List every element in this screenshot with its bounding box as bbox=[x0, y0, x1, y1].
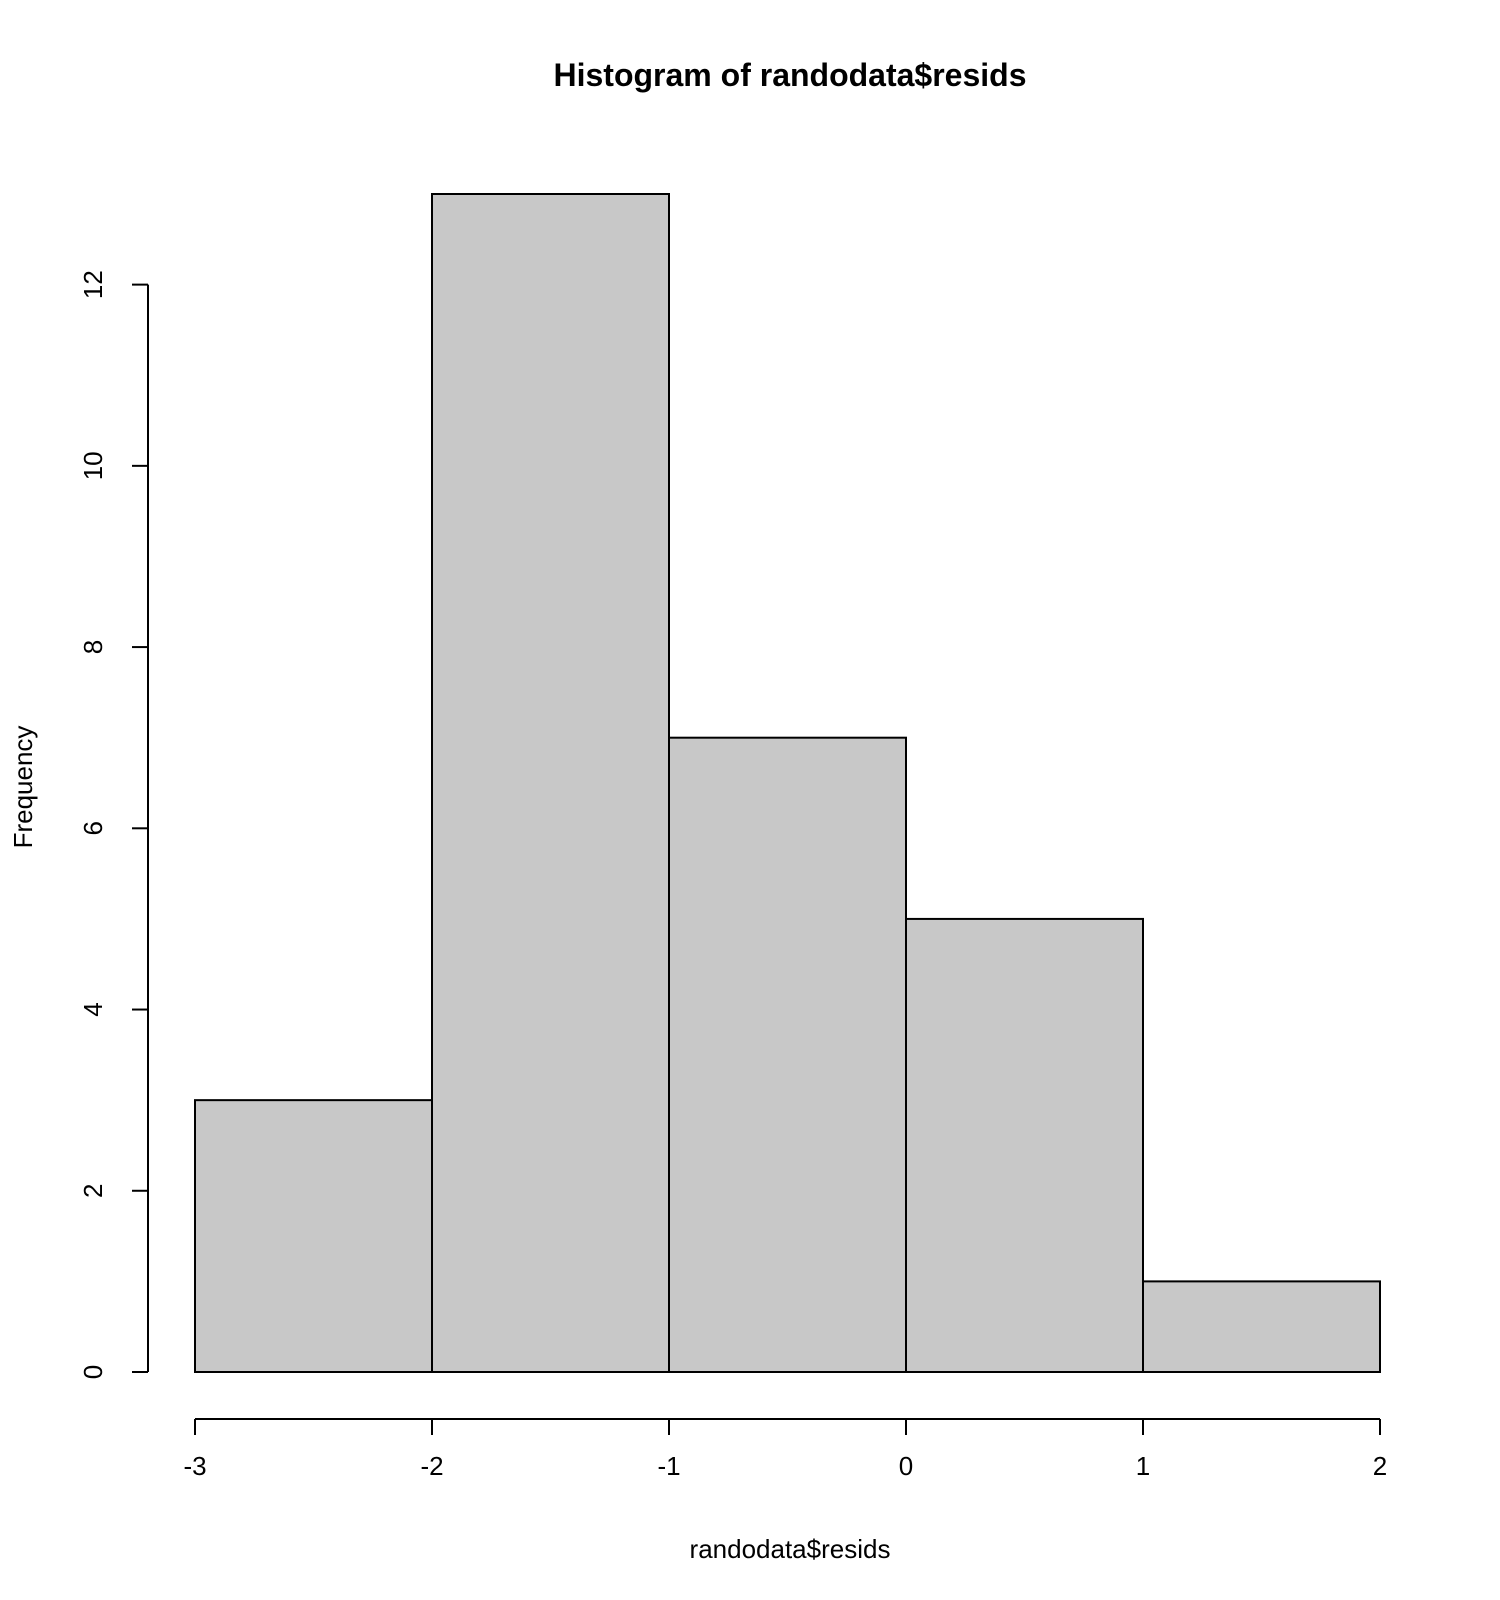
x-tick-label-5: 2 bbox=[1373, 1451, 1387, 1481]
y-axis-label: Frequency bbox=[8, 726, 38, 849]
y-tick-label-0: 0 bbox=[78, 1365, 108, 1379]
y-tick-label-2: 4 bbox=[78, 1002, 108, 1016]
x-tick-label-4: 1 bbox=[1136, 1451, 1150, 1481]
histogram-bar-1 bbox=[431, 193, 670, 1373]
x-axis-label: randodata$resids bbox=[690, 1534, 891, 1564]
y-tick-label-1: 2 bbox=[78, 1184, 108, 1198]
histogram-bar-4 bbox=[1142, 1280, 1381, 1374]
bars-group bbox=[194, 193, 1381, 1374]
x-axis: -3 -2 -1 0 1 2 bbox=[183, 1418, 1387, 1481]
chart-title: Histogram of randodata$resids bbox=[554, 57, 1027, 93]
histogram-bar-2 bbox=[668, 736, 907, 1373]
y-tick-label-5: 10 bbox=[78, 451, 108, 480]
x-tick-label-2: -1 bbox=[657, 1451, 680, 1481]
x-tick-label-3: 0 bbox=[899, 1451, 913, 1481]
y-tick-label-6: 12 bbox=[78, 270, 108, 299]
x-tick-label-1: -2 bbox=[420, 1451, 443, 1481]
histogram-bar-0 bbox=[194, 1099, 433, 1373]
y-tick-label-4: 8 bbox=[78, 640, 108, 654]
histogram-bar-3 bbox=[905, 917, 1144, 1374]
y-axis: 0 2 4 6 8 10 12 bbox=[78, 270, 149, 1379]
y-tick-label-3: 6 bbox=[78, 821, 108, 835]
x-tick-label-0: -3 bbox=[183, 1451, 206, 1481]
